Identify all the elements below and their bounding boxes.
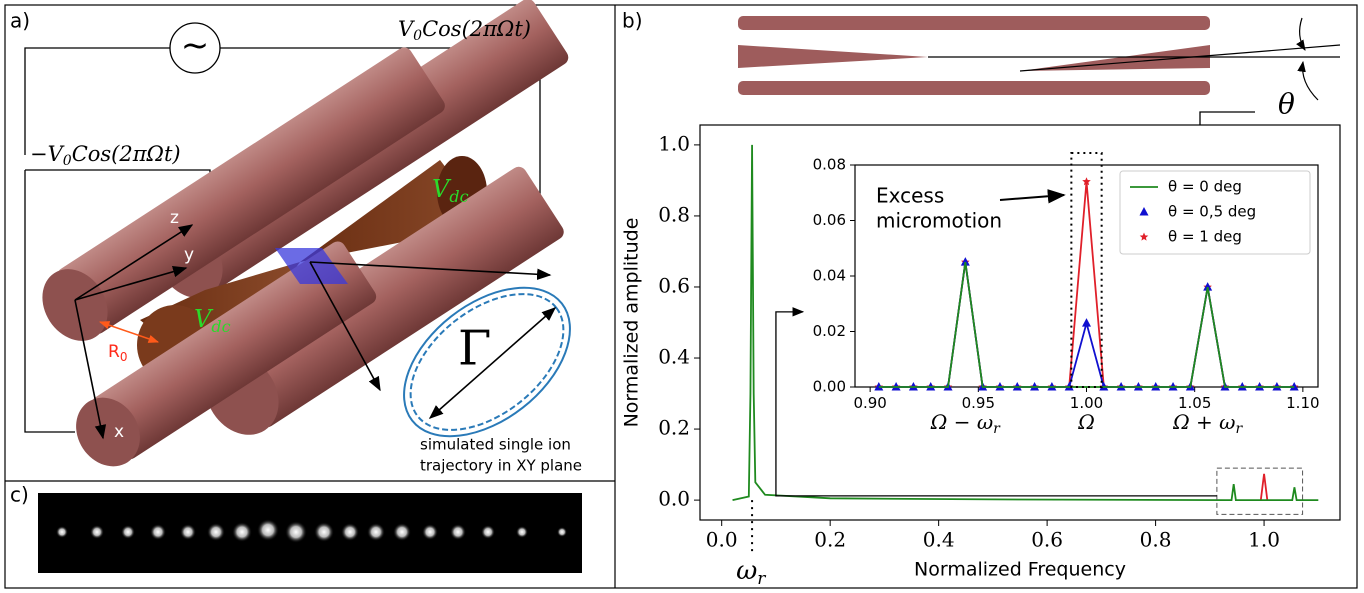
vdc-label: Vdc bbox=[194, 305, 231, 336]
inset-x-part: Ω − ω bbox=[930, 410, 993, 434]
legend-label: θ = 0,5 deg bbox=[1168, 203, 1256, 221]
ion-image bbox=[38, 493, 582, 573]
axis-name: y bbox=[184, 245, 194, 265]
legend-swatch bbox=[1139, 232, 1149, 241]
r0-label: R0 bbox=[108, 342, 127, 364]
x-tick-label: 0.95 bbox=[962, 394, 995, 412]
y-tick-label: 0.8 bbox=[658, 202, 690, 226]
marker bbox=[1082, 318, 1091, 327]
y-tick-label: 0.2 bbox=[658, 416, 690, 440]
marker bbox=[1289, 382, 1299, 391]
y-axis-label: Normalized amplitude bbox=[621, 218, 643, 428]
inset-x-part: Ω + ω bbox=[1172, 410, 1235, 434]
y-tick-label: 0.00 bbox=[813, 378, 846, 396]
inset-x-part: r bbox=[993, 421, 1001, 437]
zoom-connector bbox=[775, 307, 1217, 497]
charts: 0.0 0.2 0.4 0.6 0.8 1.0 0.0 0.2 0.4 0.6 0.8 1.0 Norm… bbox=[621, 124, 1341, 589]
x-axis-label: Normalized Frequency bbox=[914, 559, 1126, 581]
inset-x-part: r bbox=[1235, 421, 1243, 437]
zoom-box bbox=[1216, 467, 1304, 515]
x-tick-label: 0.4 bbox=[923, 528, 955, 552]
inset-x-annotation: Ω + ωr bbox=[1172, 410, 1243, 438]
panel-frames bbox=[4, 4, 1358, 589]
excess-arrow bbox=[999, 189, 1066, 204]
y-tick-label: 0.02 bbox=[813, 322, 846, 340]
omega-r-symbol: ω bbox=[736, 556, 757, 586]
y-tick-label: 1.0 bbox=[658, 131, 690, 155]
y-tick-label: 0.08 bbox=[813, 156, 846, 174]
omega-r-sub: r bbox=[757, 569, 766, 589]
inset-pointer bbox=[751, 307, 1304, 552]
panel-label: a) bbox=[10, 9, 30, 33]
inset-x-annotation: Ω − ωr bbox=[930, 410, 1001, 438]
trap-diagram: ~ V0Cos(2πΩt) −V0Cos(2πΩt) Vdc Vdc z bbox=[24, 0, 582, 475]
voltage-label: −V0Cos(2πΩt) bbox=[30, 142, 181, 170]
inset-x-annotation: Ω bbox=[1077, 410, 1095, 434]
legend-label: θ = 0 deg bbox=[1168, 178, 1242, 196]
x-tick-label: 1.10 bbox=[1286, 394, 1319, 412]
x-tick-label: 1.00 bbox=[1070, 394, 1103, 412]
excess-label: micromotion bbox=[876, 209, 1002, 233]
y-tick-label: 0.04 bbox=[813, 267, 846, 285]
x-tick-label: 0.2 bbox=[814, 528, 846, 552]
marker bbox=[1203, 282, 1213, 291]
ac-source: ~ bbox=[181, 26, 210, 66]
panel-label: c) bbox=[10, 483, 29, 507]
marker bbox=[960, 257, 970, 266]
panel-label: b) bbox=[622, 9, 643, 33]
legend-box bbox=[1119, 170, 1311, 255]
x-tick-label: 0.6 bbox=[1031, 528, 1063, 552]
legend-label: θ = 1 deg bbox=[1168, 228, 1242, 246]
x-tick-label: 1.0 bbox=[1248, 528, 1280, 552]
y-tick-label: 0.4 bbox=[658, 345, 690, 369]
series-line bbox=[1259, 473, 1269, 501]
x-tick-label: 0.0 bbox=[706, 528, 738, 552]
caption: trajectory in XY plane bbox=[420, 457, 582, 475]
axis-name: x bbox=[114, 422, 124, 442]
series-line bbox=[732, 144, 1319, 502]
y-tick-label: 0.6 bbox=[658, 273, 690, 297]
theta-label: θ bbox=[1278, 88, 1295, 121]
vdc-label: Vdc bbox=[432, 175, 469, 206]
legend-swatch bbox=[1139, 207, 1149, 216]
gamma-label: Γ bbox=[458, 321, 491, 377]
marker bbox=[874, 382, 884, 391]
x-tick-label: 0.8 bbox=[1140, 528, 1172, 552]
axis-name: z bbox=[170, 208, 179, 228]
caption: simulated single ion bbox=[420, 436, 571, 454]
y-tick-label: 0.06 bbox=[813, 211, 846, 229]
excess-label: Excess bbox=[876, 184, 944, 208]
marker bbox=[1082, 177, 1091, 186]
voltage-label: V0Cos(2πΩt) bbox=[398, 17, 531, 45]
electrode-sketch bbox=[738, 16, 1341, 162]
chart: 0.90 0.95 1.00 1.05 1.10 0.00 0.02 0.04 0.06 0.08… bbox=[813, 156, 1320, 412]
series-line bbox=[878, 262, 1295, 388]
inset-x-part: Ω bbox=[1077, 410, 1095, 434]
omega-r-label: ωr bbox=[736, 556, 766, 589]
y-tick-label: 0.0 bbox=[658, 487, 690, 511]
x-tick-label: 0.90 bbox=[853, 394, 886, 412]
x-tick-label: 1.05 bbox=[1178, 394, 1211, 412]
